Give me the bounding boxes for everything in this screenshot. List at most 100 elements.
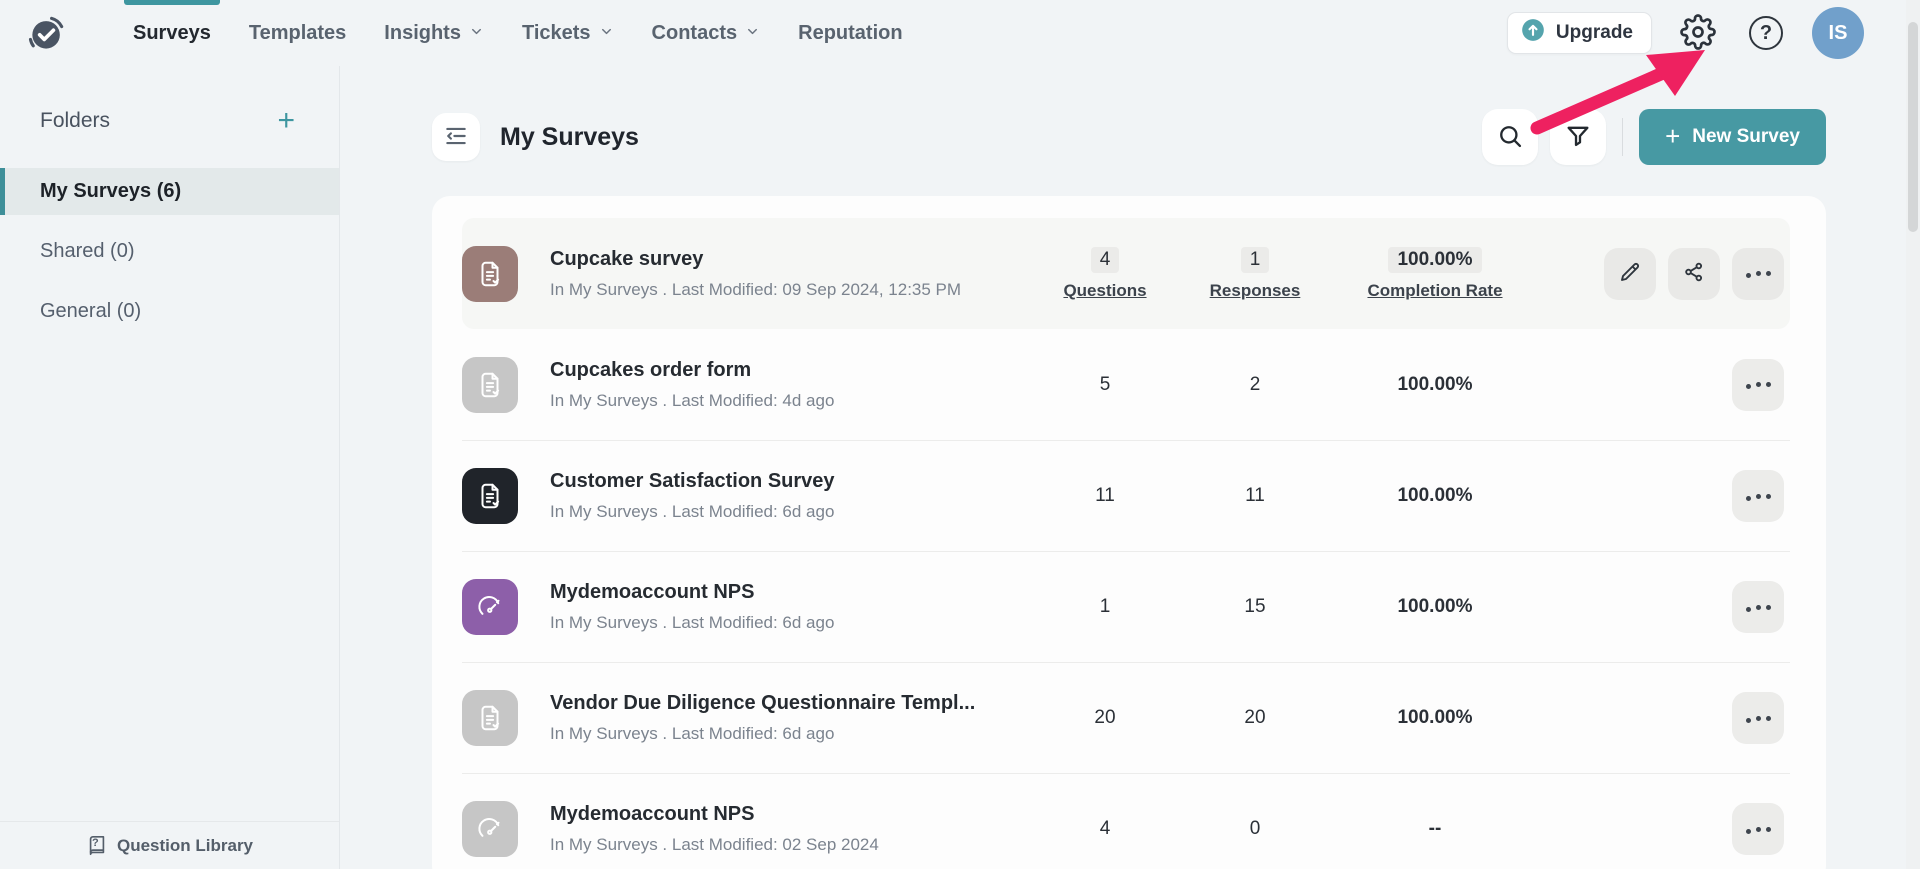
row-actions	[1540, 358, 1790, 411]
ellipsis-icon	[1745, 266, 1751, 281]
nav-item-insights[interactable]: Insights	[365, 0, 503, 66]
app-logo-icon[interactable]	[24, 10, 70, 56]
more-options-button[interactable]	[1732, 358, 1784, 411]
survey-title[interactable]: Customer Satisfaction Survey	[550, 470, 835, 492]
upgrade-button[interactable]: Upgrade	[1506, 12, 1652, 54]
ellipsis-icon	[1745, 822, 1751, 837]
more-options-button[interactable]	[1732, 692, 1784, 744]
sidebar-item-general[interactable]: General (0)	[0, 288, 339, 335]
nav-item-surveys[interactable]: Surveys	[114, 0, 230, 66]
filter-icon	[1564, 122, 1592, 153]
add-folder-button[interactable]: +	[277, 104, 295, 137]
survey-title[interactable]: Cupcake survey	[550, 247, 704, 270]
nav-label: Tickets	[521, 21, 591, 44]
plus-icon: +	[1665, 121, 1681, 151]
completion-stat: --	[1330, 818, 1540, 840]
survey-row[interactable]: Vendor Due Diligence Questionnaire Templ…	[462, 662, 1790, 773]
responses-count: 20	[1244, 707, 1266, 728]
completion-value: 100.00%	[1397, 373, 1473, 395]
more-options-button[interactable]	[1732, 581, 1784, 633]
survey-title[interactable]: Mydemoaccount NPS	[550, 581, 755, 603]
survey-document-icon	[462, 468, 518, 524]
more-options-button[interactable]	[1732, 803, 1784, 855]
survey-title[interactable]: Mydemoaccount NPS	[550, 803, 755, 825]
app-shell: Folders + My Surveys (6) Shared (0) Gene…	[0, 66, 1920, 869]
new-survey-button[interactable]: + New Survey	[1639, 109, 1826, 165]
search-button[interactable]	[1482, 109, 1539, 165]
completion-rate-link[interactable]: Completion Rate	[1367, 280, 1503, 300]
new-survey-label: New Survey	[1692, 126, 1800, 147]
questions-count: 4	[1090, 246, 1120, 273]
search-icon	[1496, 122, 1524, 153]
survey-meta: In My Surveys . Last Modified: 09 Sep 20…	[550, 279, 962, 299]
responses-stat: 15	[1180, 596, 1330, 618]
survey-row[interactable]: Mydemoaccount NPS In My Surveys . Last M…	[462, 551, 1790, 662]
help-icon: ?	[1749, 16, 1783, 50]
responses-stat: 0	[1180, 818, 1330, 840]
questions-stat: 1	[1030, 596, 1180, 618]
survey-meta: In My Surveys . Last Modified: 6d ago	[550, 613, 835, 632]
more-options-button[interactable]	[1732, 470, 1784, 522]
edit-button[interactable]	[1604, 247, 1656, 300]
survey-meta: In My Surveys . Last Modified: 6d ago	[550, 724, 835, 743]
book-question-icon: ?	[86, 835, 108, 857]
survey-row[interactable]: Cupcake survey In My Surveys . Last Modi…	[462, 218, 1790, 329]
completion-value: 100.00%	[1397, 707, 1473, 728]
folders-header: Folders +	[0, 106, 339, 136]
survey-meta: In My Surveys . Last Modified: 02 Sep 20…	[550, 835, 879, 854]
ellipsis-icon	[1745, 600, 1751, 615]
main-content: My Surveys + New Survey	[340, 66, 1920, 869]
survey-info: Mydemoaccount NPS In My Surveys . Last M…	[550, 803, 1030, 855]
survey-row[interactable]: Customer Satisfaction Survey In My Surve…	[462, 440, 1790, 551]
questions-stat: 4 Questions	[1030, 246, 1180, 301]
settings-button[interactable]	[1676, 11, 1720, 55]
sidebar-item-label: My Surveys (6)	[40, 180, 182, 202]
collapse-sidebar-button[interactable]	[432, 113, 480, 161]
top-bar: Surveys Templates Insights Tickets Conta…	[0, 0, 1920, 66]
questions-count: 5	[1099, 373, 1111, 395]
nav-item-contacts[interactable]: Contacts	[633, 0, 780, 66]
survey-document-icon	[462, 690, 518, 746]
questions-link[interactable]: Questions	[1063, 280, 1147, 300]
questions-count: 11	[1095, 485, 1115, 506]
survey-document-icon	[462, 245, 518, 302]
sidebar-item-shared[interactable]: Shared (0)	[0, 228, 339, 275]
survey-title[interactable]: Vendor Due Diligence Questionnaire Templ…	[550, 692, 976, 714]
survey-info: Cupcake survey In My Surveys . Last Modi…	[550, 248, 1030, 300]
nav-label: Surveys	[133, 21, 211, 44]
survey-row[interactable]: Mydemoaccount NPS In My Surveys . Last M…	[462, 773, 1790, 869]
questions-count: 20	[1094, 707, 1116, 728]
chevron-down-icon	[469, 22, 484, 45]
questions-count: 4	[1099, 818, 1111, 839]
survey-meta: In My Surveys . Last Modified: 4d ago	[550, 390, 835, 410]
avatar-initials: IS	[1828, 21, 1848, 44]
responses-link[interactable]: Responses	[1209, 280, 1301, 300]
more-options-button[interactable]	[1732, 247, 1784, 300]
avatar[interactable]: IS	[1812, 7, 1864, 59]
survey-info: Mydemoaccount NPS In My Surveys . Last M…	[550, 581, 1030, 633]
filter-button[interactable]	[1550, 109, 1607, 165]
share-button[interactable]	[1668, 247, 1720, 300]
responses-count: 2	[1249, 373, 1261, 395]
page-header: My Surveys + New Survey	[432, 108, 1826, 166]
survey-meta: In My Surveys . Last Modified: 6d ago	[550, 502, 835, 521]
questions-stat: 11	[1030, 485, 1180, 507]
nav-item-reputation[interactable]: Reputation	[779, 0, 921, 66]
survey-info: Cupcakes order form In My Surveys . Last…	[550, 359, 1030, 411]
folders-title: Folders	[40, 109, 111, 132]
scrollbar-track[interactable]	[1906, 0, 1920, 869]
nav-item-tickets[interactable]: Tickets	[503, 0, 633, 66]
survey-row[interactable]: Cupcakes order form In My Surveys . Last…	[462, 329, 1790, 440]
nav-label: Reputation	[798, 21, 903, 44]
nav-item-templates[interactable]: Templates	[230, 0, 365, 66]
top-bar-right: Upgrade ? IS	[1506, 7, 1886, 59]
responses-stat: 2	[1180, 374, 1330, 396]
chevron-down-icon	[745, 22, 760, 45]
questions-stat: 20	[1030, 707, 1180, 729]
help-button[interactable]: ?	[1744, 11, 1788, 55]
survey-title[interactable]: Cupcakes order form	[550, 358, 752, 381]
completion-stat: 100.00% Completion Rate	[1330, 246, 1540, 301]
question-library-button[interactable]: ? Question Library	[0, 821, 339, 869]
sidebar-item-my-surveys[interactable]: My Surveys (6)	[0, 168, 339, 215]
scrollbar-thumb[interactable]	[1908, 22, 1918, 232]
